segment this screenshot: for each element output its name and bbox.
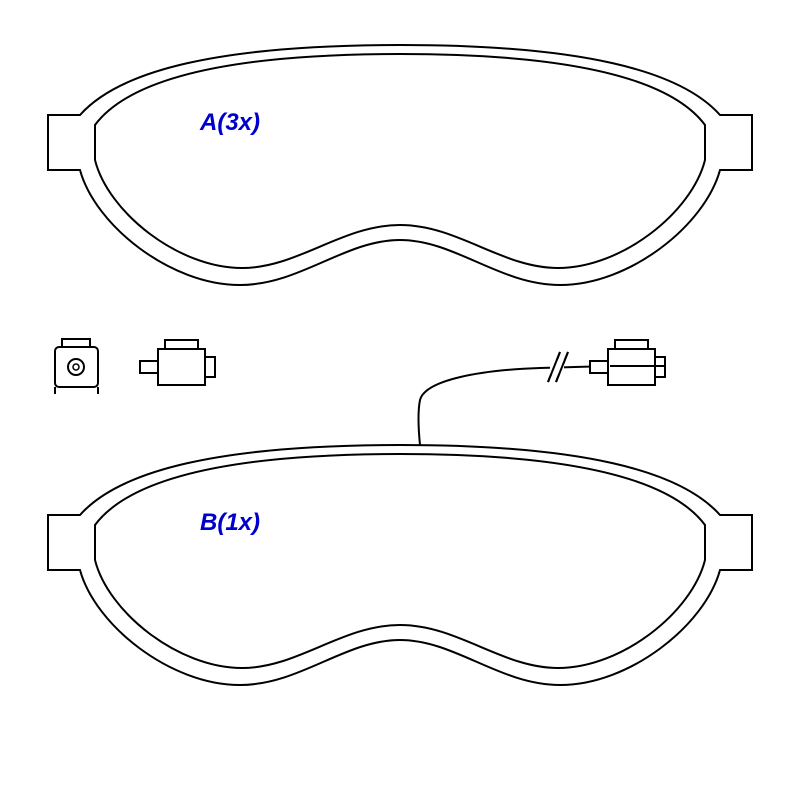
pad-a: A(3x): [48, 45, 752, 285]
pad-a-label: A(3x): [199, 109, 260, 136]
connector-female: [55, 339, 98, 394]
pad-b: B(1x): [48, 445, 752, 685]
pad-b-inner: [95, 454, 705, 668]
pad-b-outer: [48, 445, 752, 685]
pad-a-inner: [95, 54, 705, 268]
pad-b-label: B(1x): [200, 509, 260, 536]
connector-male-left: [140, 340, 215, 385]
brake-pad-diagram: A(3x) B(1x): [0, 0, 800, 800]
sensor-wire: [419, 366, 611, 445]
connector-male: [590, 340, 665, 385]
pad-a-outer: [48, 45, 752, 285]
sensor-assembly: [55, 339, 665, 445]
